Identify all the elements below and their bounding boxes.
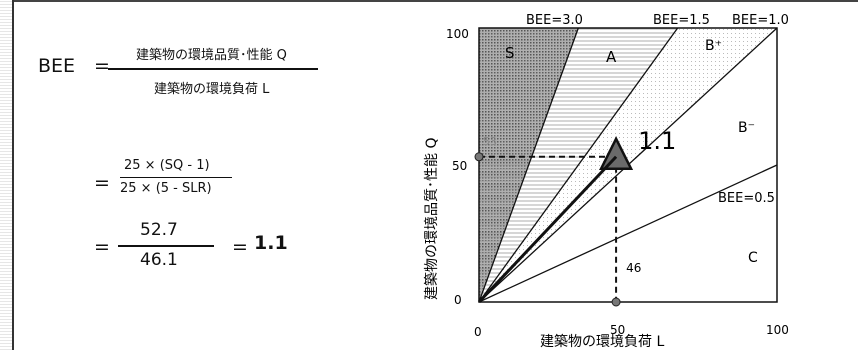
bee-line-1-5 — [478, 27, 679, 303]
bee-formula: BEE = 建築物の環境品質･性能 Q 建築物の環境負荷 L = 25 × (S… — [14, 0, 404, 350]
y-value-label: 53 — [483, 135, 497, 148]
equals-sign-3: = — [94, 236, 110, 258]
left-border — [12, 0, 14, 350]
result-point-label: 1.1 — [638, 127, 676, 155]
bee-lines — [478, 27, 778, 303]
equals-sign-2: = — [94, 172, 110, 194]
bee-line-labels: BEE=3.0 BEE=1.5 BEE=1.0 BEE=0.5 — [526, 13, 789, 206]
x-value-label: 46 — [626, 261, 641, 275]
y-axis-dot — [474, 152, 484, 162]
x-tick-50: 50 — [610, 323, 625, 337]
fraction-bar-1 — [108, 68, 318, 70]
bee-chart: 1.1 46 53 S A B⁺ B⁻ C BEE=3.0 BEE=1.5 BE… — [424, 13, 789, 350]
bee-line-0-5 — [478, 164, 778, 303]
x-tick-0: 0 — [474, 325, 482, 339]
denominator-value: 46.1 — [140, 250, 178, 270]
scan-edge-pattern — [0, 0, 12, 350]
y-tick-100: 100 — [446, 27, 469, 41]
fraction-bar-2 — [120, 177, 232, 178]
result-line — [477, 155, 618, 304]
top-border — [14, 0, 858, 2]
zone-c-label: C — [748, 250, 758, 266]
zone-bminus-label: B⁻ — [738, 120, 755, 136]
zone-bplus-label: B⁺ — [705, 38, 722, 54]
numerator-formula: 25 × (SQ - 1) — [124, 158, 210, 173]
result-triangle — [599, 135, 634, 171]
denominator-formula: 25 × (5 - SLR) — [120, 181, 212, 196]
x-tick-100: 100 — [766, 323, 789, 337]
fraction-bar-3 — [118, 245, 214, 247]
zone-s-label: S — [505, 44, 515, 62]
x-axis-dot — [611, 297, 621, 307]
bee-line-3 — [478, 27, 579, 303]
equals-sign-4: = — [232, 236, 248, 258]
bee-3-label: BEE=3.0 — [526, 13, 583, 28]
numerator-q: 建築物の環境品質･性能 Q — [136, 48, 287, 63]
equals-sign-1: = — [94, 55, 110, 77]
plot-frame — [478, 27, 778, 303]
denominator-l: 建築物の環境負荷 L — [154, 82, 270, 97]
y-axis-label: 建築物の環境品質･性能 Q — [424, 138, 440, 300]
result-marker-group: 1.1 46 53 — [474, 127, 676, 307]
x-axis-label: 建築物の環境負荷 L — [540, 334, 664, 350]
bee-1-label: BEE=1.0 — [732, 13, 789, 28]
zone-labels: S A B⁺ B⁻ C — [505, 38, 758, 266]
bee-05-label: BEE=0.5 — [718, 191, 775, 206]
bee-label: BEE — [38, 55, 76, 77]
result-value: 1.1 — [254, 232, 288, 254]
numerator-value: 52.7 — [140, 220, 178, 240]
bee-15-label: BEE=1.5 — [653, 13, 710, 28]
y-tick-50: 50 — [452, 159, 467, 173]
y-tick-0: 0 — [454, 293, 462, 307]
zone-a-label: A — [606, 48, 617, 66]
